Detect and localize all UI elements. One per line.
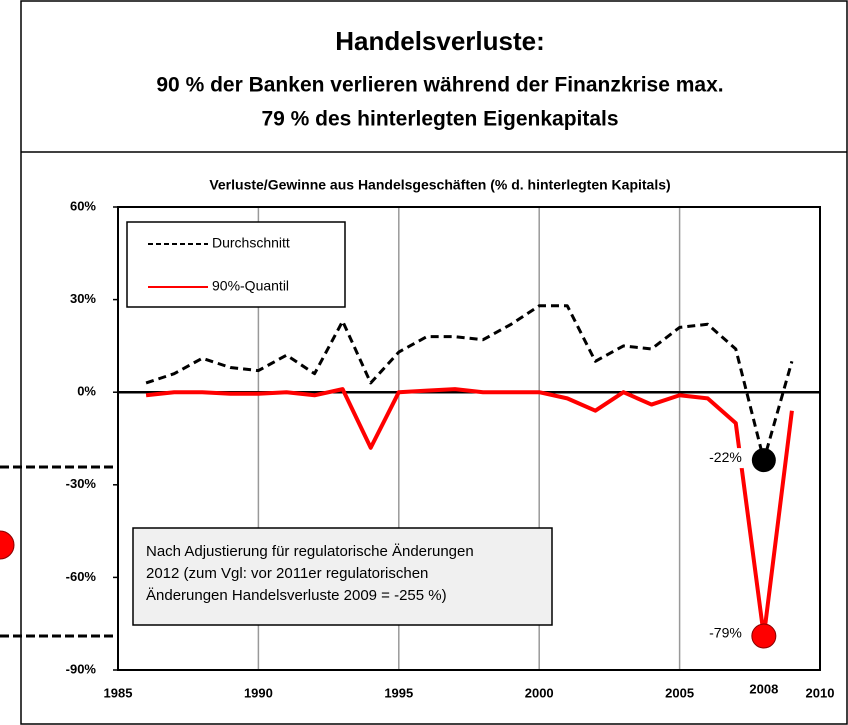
y-tick-label: -90%	[66, 661, 97, 676]
subtitle: 90 % der Banken verlieren während der Fi…	[156, 74, 723, 97]
x-tick-label: 1985	[104, 685, 133, 700]
x-tick-label: 1995	[384, 685, 413, 700]
legend-label: 90%-Quantil	[212, 278, 289, 294]
note-line: Änderungen Handelsverluste 2009 = -255 %…	[146, 587, 447, 604]
x-tick-label: 2005	[665, 685, 694, 700]
x-tick-label: 2010	[806, 685, 835, 700]
note-line: Nach Adjustierung für regulatorische Änd…	[146, 543, 474, 560]
annotation: -22%	[709, 449, 742, 465]
marked-year: 2008	[749, 681, 778, 696]
annotation-bg	[701, 448, 744, 469]
legend-label: Durchschnitt	[212, 235, 290, 251]
y-tick-label: 0%	[77, 384, 96, 399]
y-tick-label: 60%	[70, 198, 96, 213]
side-marker	[0, 530, 15, 560]
y-tick-label: -30%	[66, 476, 97, 491]
note-line: 2012 (zum Vgl: vor 2011er regulatorische…	[146, 565, 428, 582]
highlight-marker	[751, 448, 776, 473]
annotation: -79%	[709, 625, 742, 641]
chart-title: Verluste/Gewinne aus Handelsgeschäften (…	[209, 177, 670, 193]
x-tick-label: 1990	[244, 685, 273, 700]
legend	[126, 221, 346, 308]
highlight-marker	[751, 623, 777, 649]
subtitle: 79 % des hinterlegten Eigenkapitals	[261, 108, 618, 131]
plot-border	[117, 206, 821, 671]
series-line	[145, 387, 794, 639]
x-tick-label: 2000	[525, 685, 554, 700]
title: Handelsverluste:	[335, 26, 545, 56]
annotation-bg	[701, 624, 744, 645]
y-tick-label: -60%	[66, 569, 97, 584]
y-tick-label: 30%	[70, 291, 96, 306]
note-box	[132, 527, 553, 626]
